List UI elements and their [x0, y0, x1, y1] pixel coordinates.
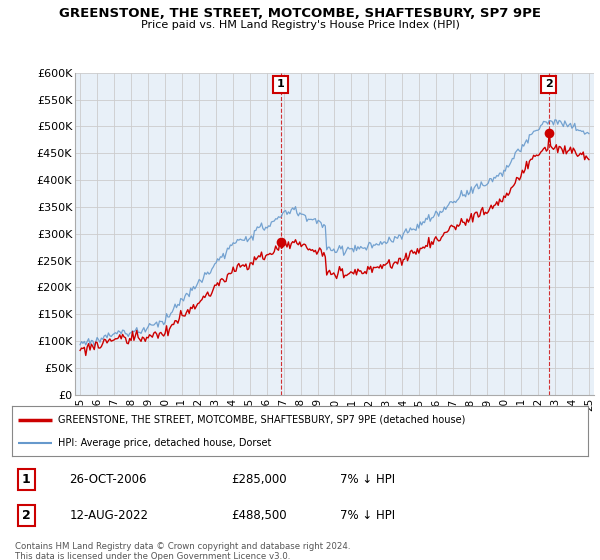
Text: 1: 1: [277, 80, 284, 89]
Text: 7% ↓ HPI: 7% ↓ HPI: [340, 473, 395, 487]
Text: Contains HM Land Registry data © Crown copyright and database right 2024.
This d: Contains HM Land Registry data © Crown c…: [15, 542, 350, 560]
Text: HPI: Average price, detached house, Dorset: HPI: Average price, detached house, Dors…: [58, 438, 271, 448]
Text: £488,500: £488,500: [231, 510, 287, 522]
Text: 1: 1: [22, 473, 31, 487]
Text: 26-OCT-2006: 26-OCT-2006: [70, 473, 147, 487]
Text: GREENSTONE, THE STREET, MOTCOMBE, SHAFTESBURY, SP7 9PE (detached house): GREENSTONE, THE STREET, MOTCOMBE, SHAFTE…: [58, 414, 466, 424]
Text: 2: 2: [545, 80, 553, 89]
Text: GREENSTONE, THE STREET, MOTCOMBE, SHAFTESBURY, SP7 9PE: GREENSTONE, THE STREET, MOTCOMBE, SHAFTE…: [59, 7, 541, 20]
Text: 7% ↓ HPI: 7% ↓ HPI: [340, 510, 395, 522]
Text: Price paid vs. HM Land Registry's House Price Index (HPI): Price paid vs. HM Land Registry's House …: [140, 20, 460, 30]
Text: £285,000: £285,000: [231, 473, 287, 487]
Text: 2: 2: [22, 510, 31, 522]
Text: 12-AUG-2022: 12-AUG-2022: [70, 510, 149, 522]
